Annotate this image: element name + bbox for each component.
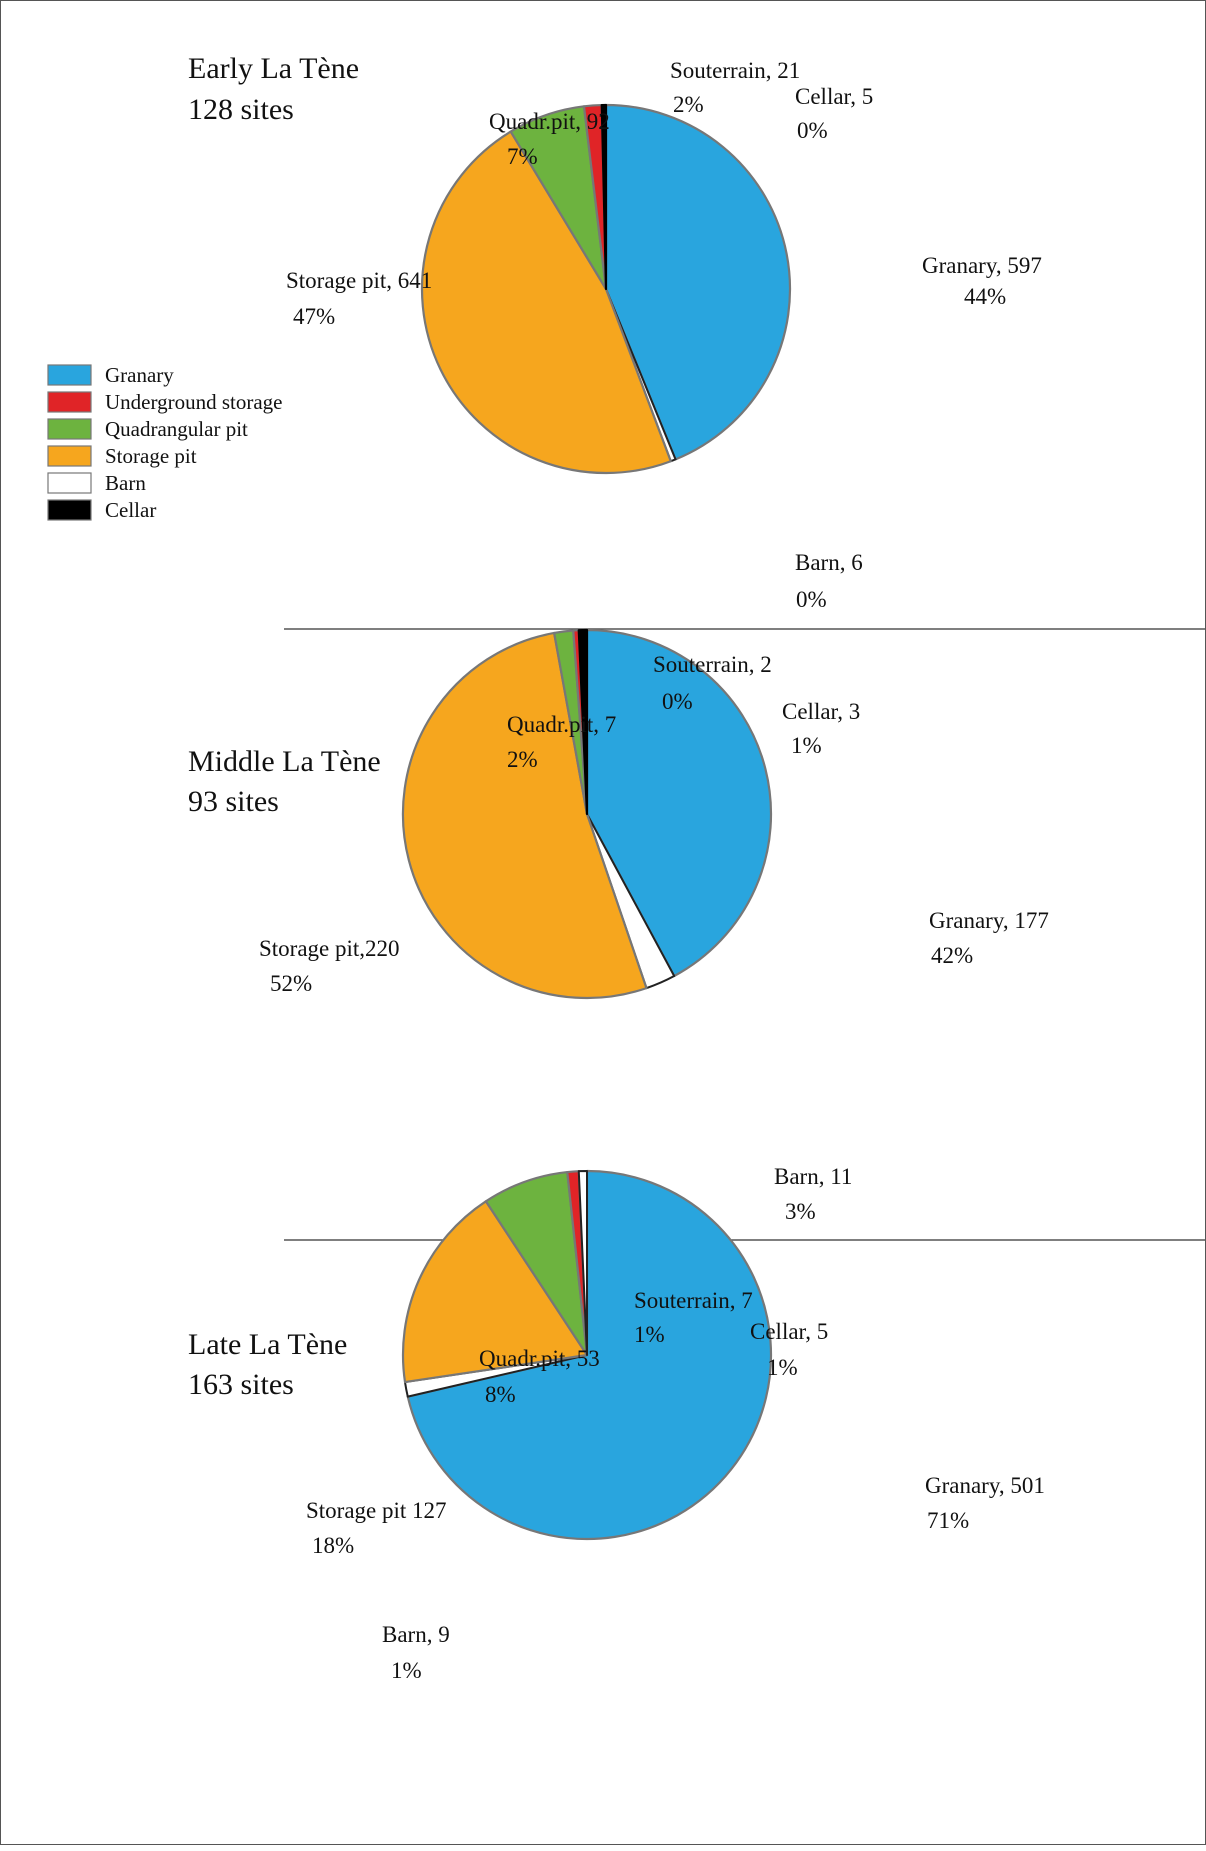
- legend-swatch: [47, 391, 92, 413]
- slice-label-cellar: Cellar, 5: [750, 1319, 828, 1344]
- legend-label: Underground storage: [105, 390, 283, 414]
- slice-label-quadr-pit: Quadr.pit, 53: [479, 1346, 600, 1371]
- pie-slice-cellar: [577, 628, 589, 816]
- chart-subtitle: 128 sites: [188, 93, 294, 126]
- slice-label-cellar: Cellar, 5: [795, 84, 873, 109]
- legend-swatch: [47, 445, 92, 467]
- pie-slice-cellar: [577, 1169, 588, 1356]
- legend-label: Granary: [105, 363, 174, 387]
- slice-label-storage-pit: Storage pit,220: [259, 936, 400, 961]
- slice-percent-storage-pit: 47%: [293, 304, 335, 329]
- pie-chart-middle: Middle La Tène 93 sites Granary, 177 42%…: [188, 628, 1049, 1224]
- slice-percent-quadr-pit: 2%: [507, 747, 538, 772]
- slice-label-quadr-pit: Quadr.pit, 7: [507, 712, 616, 737]
- slice-percent-barn: 0%: [796, 587, 827, 612]
- slice-label-quadr-pit: Quadr.pit, 92: [489, 109, 610, 134]
- slice-label-souterrain: Souterrain, 7: [634, 1288, 753, 1313]
- slice-label-barn: Barn, 11: [774, 1164, 852, 1189]
- chart-subtitle: 93 sites: [188, 785, 279, 818]
- legend-label: Barn: [105, 471, 146, 495]
- slice-percent-barn: 1%: [391, 1658, 422, 1683]
- legend: Granary Underground storage Quadrangular…: [47, 363, 283, 522]
- pie-slice-granary: [604, 103, 792, 461]
- pie-slices: [401, 1169, 773, 1541]
- pie-slice-storage-pit: [420, 130, 672, 475]
- pie-slice-storage-pit: [401, 631, 648, 1000]
- slice-percent-cellar: 0%: [797, 118, 828, 143]
- pie-slices: [420, 103, 792, 475]
- slice-label-granary: Granary, 177: [929, 908, 1049, 933]
- slice-label-souterrain: Souterrain, 2: [653, 652, 772, 677]
- chart-title: Middle La Tène: [188, 745, 381, 778]
- slice-percent-storage-pit: 52%: [270, 971, 312, 996]
- slice-label-barn: Barn, 6: [795, 550, 863, 575]
- slice-label-granary: Granary, 597: [922, 253, 1042, 278]
- legend-label: Quadrangular pit: [105, 417, 248, 441]
- slice-percent-granary: 44%: [964, 284, 1006, 309]
- pie-slice-cellar: [600, 103, 608, 291]
- slice-label-granary: Granary, 501: [925, 1473, 1045, 1498]
- chart-subtitle: 163 sites: [188, 1368, 294, 1401]
- slice-percent-granary: 71%: [927, 1508, 969, 1533]
- slice-percent-quadr-pit: 8%: [485, 1382, 516, 1407]
- pie-chart-early: Early La Tène 128 sites Granary, 597 44%…: [188, 52, 1042, 612]
- legend-swatch: [47, 499, 92, 521]
- slice-label-storage-pit: Storage pit, 641: [286, 268, 432, 293]
- pie-slice-granary: [406, 1169, 773, 1541]
- pie-chart-late: Late La Tène 163 sites Granary, 501 71% …: [188, 1169, 1045, 1683]
- legend-swatch: [47, 364, 92, 386]
- chart-title: Late La Tène: [188, 1328, 347, 1361]
- slice-label-cellar: Cellar, 3: [782, 699, 860, 724]
- slice-percent-granary: 42%: [931, 943, 973, 968]
- chart-title: Early La Tène: [188, 52, 359, 85]
- slice-percent-cellar: 1%: [791, 733, 822, 758]
- pie-slice-granary: [585, 628, 773, 978]
- slice-percent-souterrain: 1%: [634, 1322, 665, 1347]
- legend-swatch: [47, 418, 92, 440]
- slice-percent-souterrain: 2%: [673, 92, 704, 117]
- legend-swatch: [47, 472, 92, 494]
- slice-label-souterrain: Souterrain, 21: [670, 58, 800, 83]
- slice-percent-quadr-pit: 7%: [507, 144, 538, 169]
- slice-percent-barn: 3%: [785, 1199, 816, 1224]
- slice-label-storage-pit: Storage pit 127: [306, 1498, 447, 1523]
- slice-percent-storage-pit: 18%: [312, 1533, 354, 1558]
- slice-percent-souterrain: 0%: [662, 689, 693, 714]
- pie-slices: [401, 628, 773, 1000]
- slice-percent-cellar: 1%: [767, 1355, 798, 1380]
- legend-label: Storage pit: [105, 444, 197, 468]
- slice-label-barn: Barn, 9: [382, 1622, 450, 1647]
- legend-label: Cellar: [105, 498, 156, 522]
- pie-slice-storage-pit: [401, 1200, 589, 1384]
